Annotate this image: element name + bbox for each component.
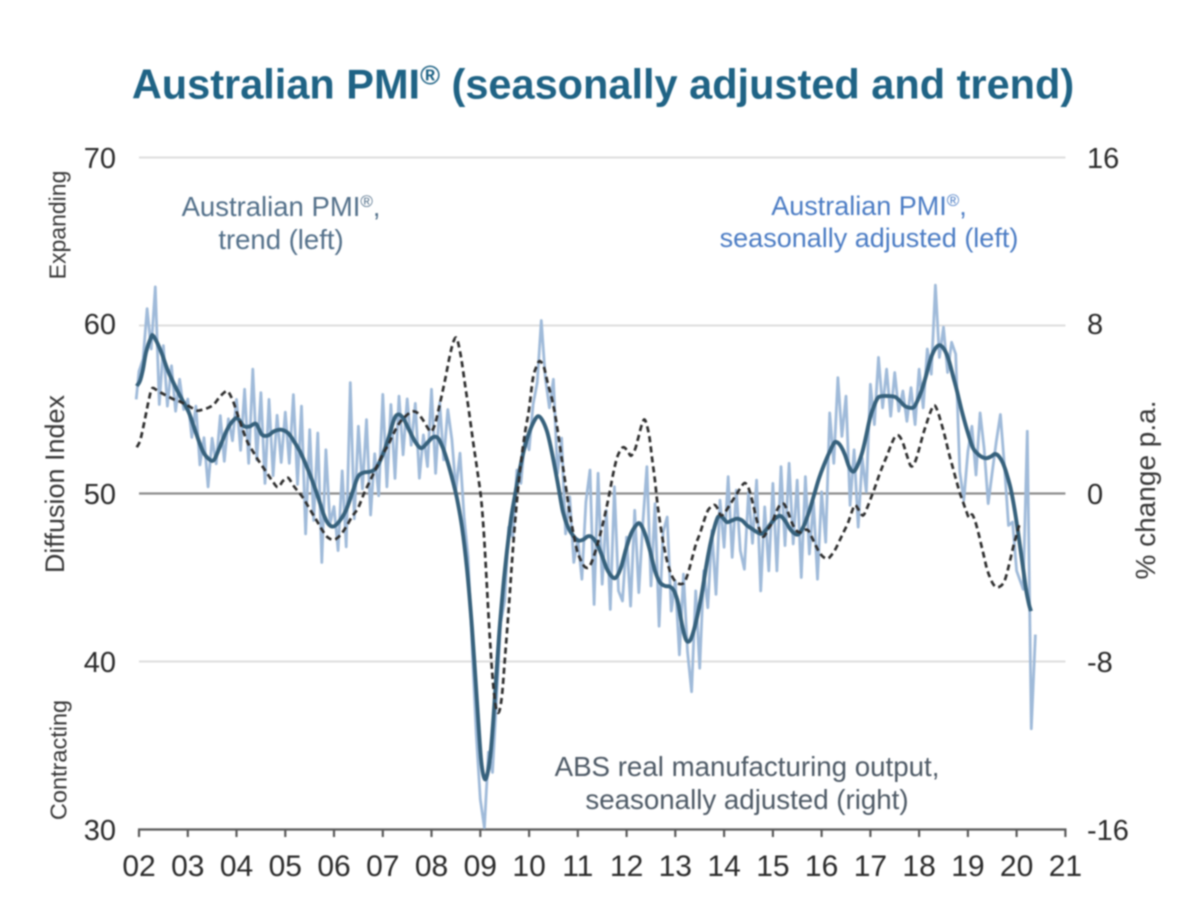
svg-text:20: 20 <box>1000 850 1033 883</box>
svg-text:8: 8 <box>1087 309 1103 341</box>
svg-text:seasonally adjusted (left): seasonally adjusted (left) <box>720 223 1019 253</box>
svg-text:-8: -8 <box>1087 647 1113 679</box>
svg-text:16: 16 <box>1087 143 1119 175</box>
svg-text:03: 03 <box>171 850 204 883</box>
svg-text:trend (left): trend (left) <box>218 224 343 255</box>
svg-text:40: 40 <box>84 647 116 679</box>
svg-text:60: 60 <box>84 309 116 341</box>
svg-text:seasonally adjusted (right): seasonally adjusted (right) <box>585 784 908 815</box>
svg-text:09: 09 <box>464 850 497 883</box>
svg-text:Expanding: Expanding <box>45 171 71 280</box>
svg-text:13: 13 <box>659 850 692 883</box>
svg-text:17: 17 <box>854 850 887 883</box>
svg-text:-16: -16 <box>1087 815 1129 847</box>
svg-text:16: 16 <box>805 850 838 883</box>
svg-text:10: 10 <box>512 850 545 883</box>
svg-text:04: 04 <box>220 850 253 883</box>
svg-text:ABS real manufacturing output,: ABS real manufacturing output, <box>555 751 940 782</box>
svg-text:15: 15 <box>756 850 789 883</box>
svg-text:08: 08 <box>415 850 448 883</box>
svg-text:30: 30 <box>84 815 116 847</box>
svg-text:07: 07 <box>366 850 399 883</box>
svg-text:Contracting: Contracting <box>46 700 72 820</box>
svg-text:Australian PMI®,: Australian PMI®, <box>771 191 967 221</box>
svg-text:19: 19 <box>951 850 984 883</box>
svg-text:05: 05 <box>269 850 302 883</box>
svg-text:21: 21 <box>1049 850 1082 883</box>
svg-text:70: 70 <box>84 143 116 175</box>
svg-text:14: 14 <box>707 850 740 883</box>
svg-text:% change p.a.: % change p.a. <box>1130 400 1161 579</box>
svg-text:18: 18 <box>902 850 935 883</box>
svg-text:Australian PMI® (seasonally ad: Australian PMI® (seasonally adjusted and… <box>132 61 1074 108</box>
svg-text:0: 0 <box>1087 479 1103 511</box>
svg-text:Australian PMI®,: Australian PMI®, <box>182 191 381 222</box>
svg-text:Diffusion Index: Diffusion Index <box>40 394 70 573</box>
svg-text:11: 11 <box>562 850 593 883</box>
svg-text:02: 02 <box>122 850 155 883</box>
svg-text:06: 06 <box>317 850 350 883</box>
svg-text:12: 12 <box>610 850 643 883</box>
svg-text:50: 50 <box>84 479 116 511</box>
